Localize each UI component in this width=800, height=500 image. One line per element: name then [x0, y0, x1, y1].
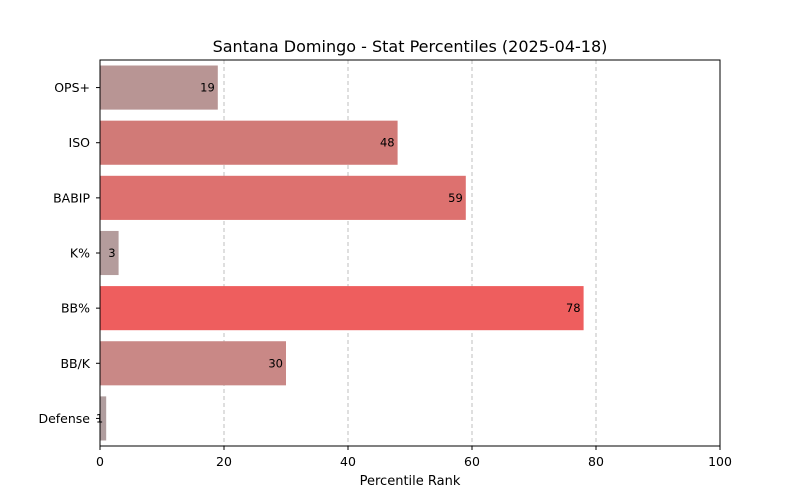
grid-lines: [223, 60, 597, 446]
data-label-4: 78: [566, 301, 581, 315]
bar-0: [100, 65, 218, 110]
x-tick-label-1: 20: [216, 454, 232, 469]
y-tick-label-1: ISO: [69, 135, 91, 150]
bar-4: [100, 286, 584, 331]
x-axis-label: Percentile Rank: [360, 474, 461, 489]
x-tick-label-3: 60: [464, 454, 480, 469]
bar-1: [100, 120, 398, 165]
bar-6: [100, 396, 107, 441]
data-label-0: 19: [200, 81, 215, 95]
bar-3: [100, 230, 119, 276]
y-axis: OPS+ ISO BABIP K% BB% BB/K Defense: [38, 80, 100, 426]
x-axis: 0 20 40 60 80 100: [96, 446, 732, 469]
chart-title: Santana Domingo - Stat Percentiles (2025…: [213, 37, 608, 56]
plot-frame: [99, 59, 721, 447]
x-tick-label-5: 100: [708, 454, 732, 469]
y-tick-label-2: BABIP: [53, 190, 90, 205]
x-tick-label-4: 80: [588, 454, 604, 469]
data-label-5: 30: [268, 356, 283, 370]
data-label-1: 48: [380, 136, 395, 150]
x-tick-label-2: 40: [340, 454, 356, 469]
y-tick-label-4: BB%: [61, 301, 90, 316]
y-tick-label-6: Defense: [38, 411, 90, 426]
y-tick-label-5: BB/K: [60, 356, 90, 371]
y-tick-label-0: OPS+: [54, 80, 90, 95]
data-label-2: 59: [448, 191, 463, 205]
y-tick-label-3: K%: [70, 246, 90, 261]
x-tick-label-0: 0: [96, 454, 104, 469]
bar-5: [100, 341, 286, 386]
bar-2: [100, 175, 466, 220]
data-label-3: 3: [108, 246, 115, 260]
